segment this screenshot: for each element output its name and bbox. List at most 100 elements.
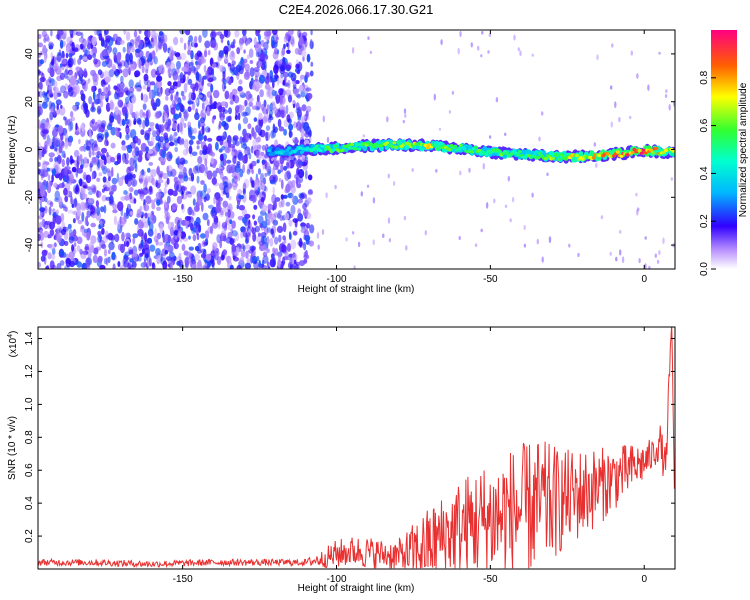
heatmap-speck-cell: [531, 192, 534, 198]
heatmap-noise-cell: [172, 81, 178, 87]
heatmap-noise-cell: [180, 117, 185, 126]
heatmap-noise-cell: [264, 76, 270, 85]
heatmap-noise-cell: [150, 98, 155, 107]
heatmap-speck-cell: [670, 177, 673, 181]
heatmap-noise-cell: [155, 98, 161, 107]
heatmap-noise-cell: [221, 230, 227, 237]
heatmap-ridge-cell: [340, 148, 345, 152]
heatmap-speck-cell: [458, 236, 461, 240]
heatmap-noise-cell: [285, 183, 291, 193]
heatmap-noise-cell: [93, 98, 100, 105]
heatmap-noise-cell: [194, 165, 199, 172]
heatmap-noise-cell: [197, 119, 201, 129]
heatmap-noise-cell: [65, 52, 69, 59]
heatmap-noise-cell: [276, 77, 280, 86]
heatmap-speck-cell: [662, 237, 665, 245]
heatmap-noise-cell: [148, 257, 152, 267]
heatmap-noise-cell: [126, 110, 129, 119]
heatmap-noise-cell: [124, 111, 128, 122]
heatmap-noise-cell: [196, 145, 200, 150]
heatmap-noise-cell: [192, 234, 197, 242]
heatmap-noise-cell: [156, 255, 161, 265]
heatmap-noise-cell: [135, 135, 139, 143]
heatmap-noise-cell: [192, 127, 197, 134]
heatmap-noise-cell: [234, 114, 238, 121]
heatmap-noise-cell: [77, 58, 82, 65]
heatmap-noise-cell: [74, 159, 80, 168]
heatmap-noise-cell: [93, 30, 98, 36]
heatmap-noise-cell: [105, 234, 113, 240]
heatmap-noise-cell: [200, 253, 207, 259]
heatmap-noise-cell: [103, 186, 110, 192]
heatmap-noise-cell: [291, 193, 295, 202]
snr-x-ticks: -150 -100 -50 0: [173, 327, 647, 585]
heatmap-noise-cell: [75, 84, 80, 95]
heatmap-noise-cell: [182, 95, 186, 101]
heatmap-noise-cell: [148, 43, 153, 49]
heatmap-speck-cell: [481, 30, 484, 35]
heatmap-noise-cell: [236, 204, 239, 210]
heatmap-noise-cell: [49, 260, 55, 269]
heatmap-noise-cell: [297, 114, 302, 121]
heatmap-noise-cell: [48, 106, 54, 112]
heatmap-ridge-cell: [287, 146, 292, 150]
heatmap-noise-cell: [194, 52, 200, 61]
heatmap-noise-cell: [298, 260, 305, 267]
heatmap-noise-cell: [194, 253, 201, 261]
heatmap-noise-cell: [83, 228, 89, 234]
heatmap-noise-cell: [229, 164, 235, 173]
heatmap-noise-cell: [42, 148, 47, 154]
heatmap-noise-cell: [38, 103, 42, 109]
heatmap-noise-cell: [253, 220, 258, 226]
heatmap-noise-cell: [221, 146, 226, 151]
heatmap-noise-cell: [246, 168, 251, 175]
heatmap-noise-cell: [101, 91, 109, 99]
heatmap-noise-cell: [63, 90, 69, 99]
heatmap-noise-cell: [261, 204, 268, 213]
heatmap-noise-cell: [111, 177, 118, 185]
heatmap-noise-cell: [241, 60, 246, 69]
heatmap-noise-cell: [193, 205, 200, 212]
heatmap-noise-cell: [84, 218, 89, 226]
heatmap-noise-cell: [279, 65, 286, 75]
heatmap-speck-cell: [658, 51, 661, 55]
heatmap-noise-cell: [223, 122, 229, 131]
heatmap-noise-cell: [51, 174, 54, 183]
heatmap-noise-cell: [282, 256, 286, 266]
heatmap-noise-cell: [288, 219, 293, 227]
heatmap-noise-cell: [270, 229, 273, 236]
heatmap-noise-cell: [153, 33, 159, 38]
heatmap-noise-cell: [148, 90, 153, 100]
heatmap-noise-cell: [61, 158, 65, 168]
heatmap-noise-cell: [293, 121, 297, 129]
heatmap-noise-cell: [69, 236, 75, 241]
snr-y-tick-label: 1.0: [24, 397, 35, 411]
heatmap-noise-cell: [299, 84, 304, 92]
heatmap-noise-cell: [41, 218, 46, 228]
heatmap-noise-cell: [130, 63, 136, 71]
heatmap-noise-cell: [234, 105, 240, 113]
heatmap-noise-cell: [100, 206, 105, 213]
heatmap-noise-cell: [69, 121, 74, 131]
heatmap-noise-cell: [150, 135, 155, 145]
heatmap-noise-cell: [283, 43, 286, 49]
heatmap-noise-cell: [164, 249, 168, 255]
heatmap-noise-cell: [95, 73, 99, 82]
heatmap-speck-cell: [438, 127, 442, 131]
heatmap-noise-cell: [187, 121, 192, 129]
heatmap-noise-cell: [101, 164, 105, 170]
snr-x-label: Height of straight line (km): [298, 583, 415, 594]
heatmap-noise-cell: [285, 64, 292, 70]
heatmap-noise-cell: [236, 47, 241, 55]
heatmap-noise-cell: [223, 30, 229, 38]
heatmap-noise-cell: [220, 172, 224, 178]
heatmap-noise-cell: [257, 215, 264, 225]
heatmap-noise-cell: [309, 70, 314, 77]
heatmap-noise-cell: [116, 52, 122, 62]
heatmap-ridge-cell: [357, 147, 362, 151]
heatmap-noise-cell: [57, 51, 62, 57]
heatmap-noise-cell: [67, 209, 74, 214]
heatmap-noise-cell: [141, 248, 145, 255]
heatmap-noise-cell: [43, 170, 49, 177]
heatmap-noise-cell: [91, 213, 97, 219]
